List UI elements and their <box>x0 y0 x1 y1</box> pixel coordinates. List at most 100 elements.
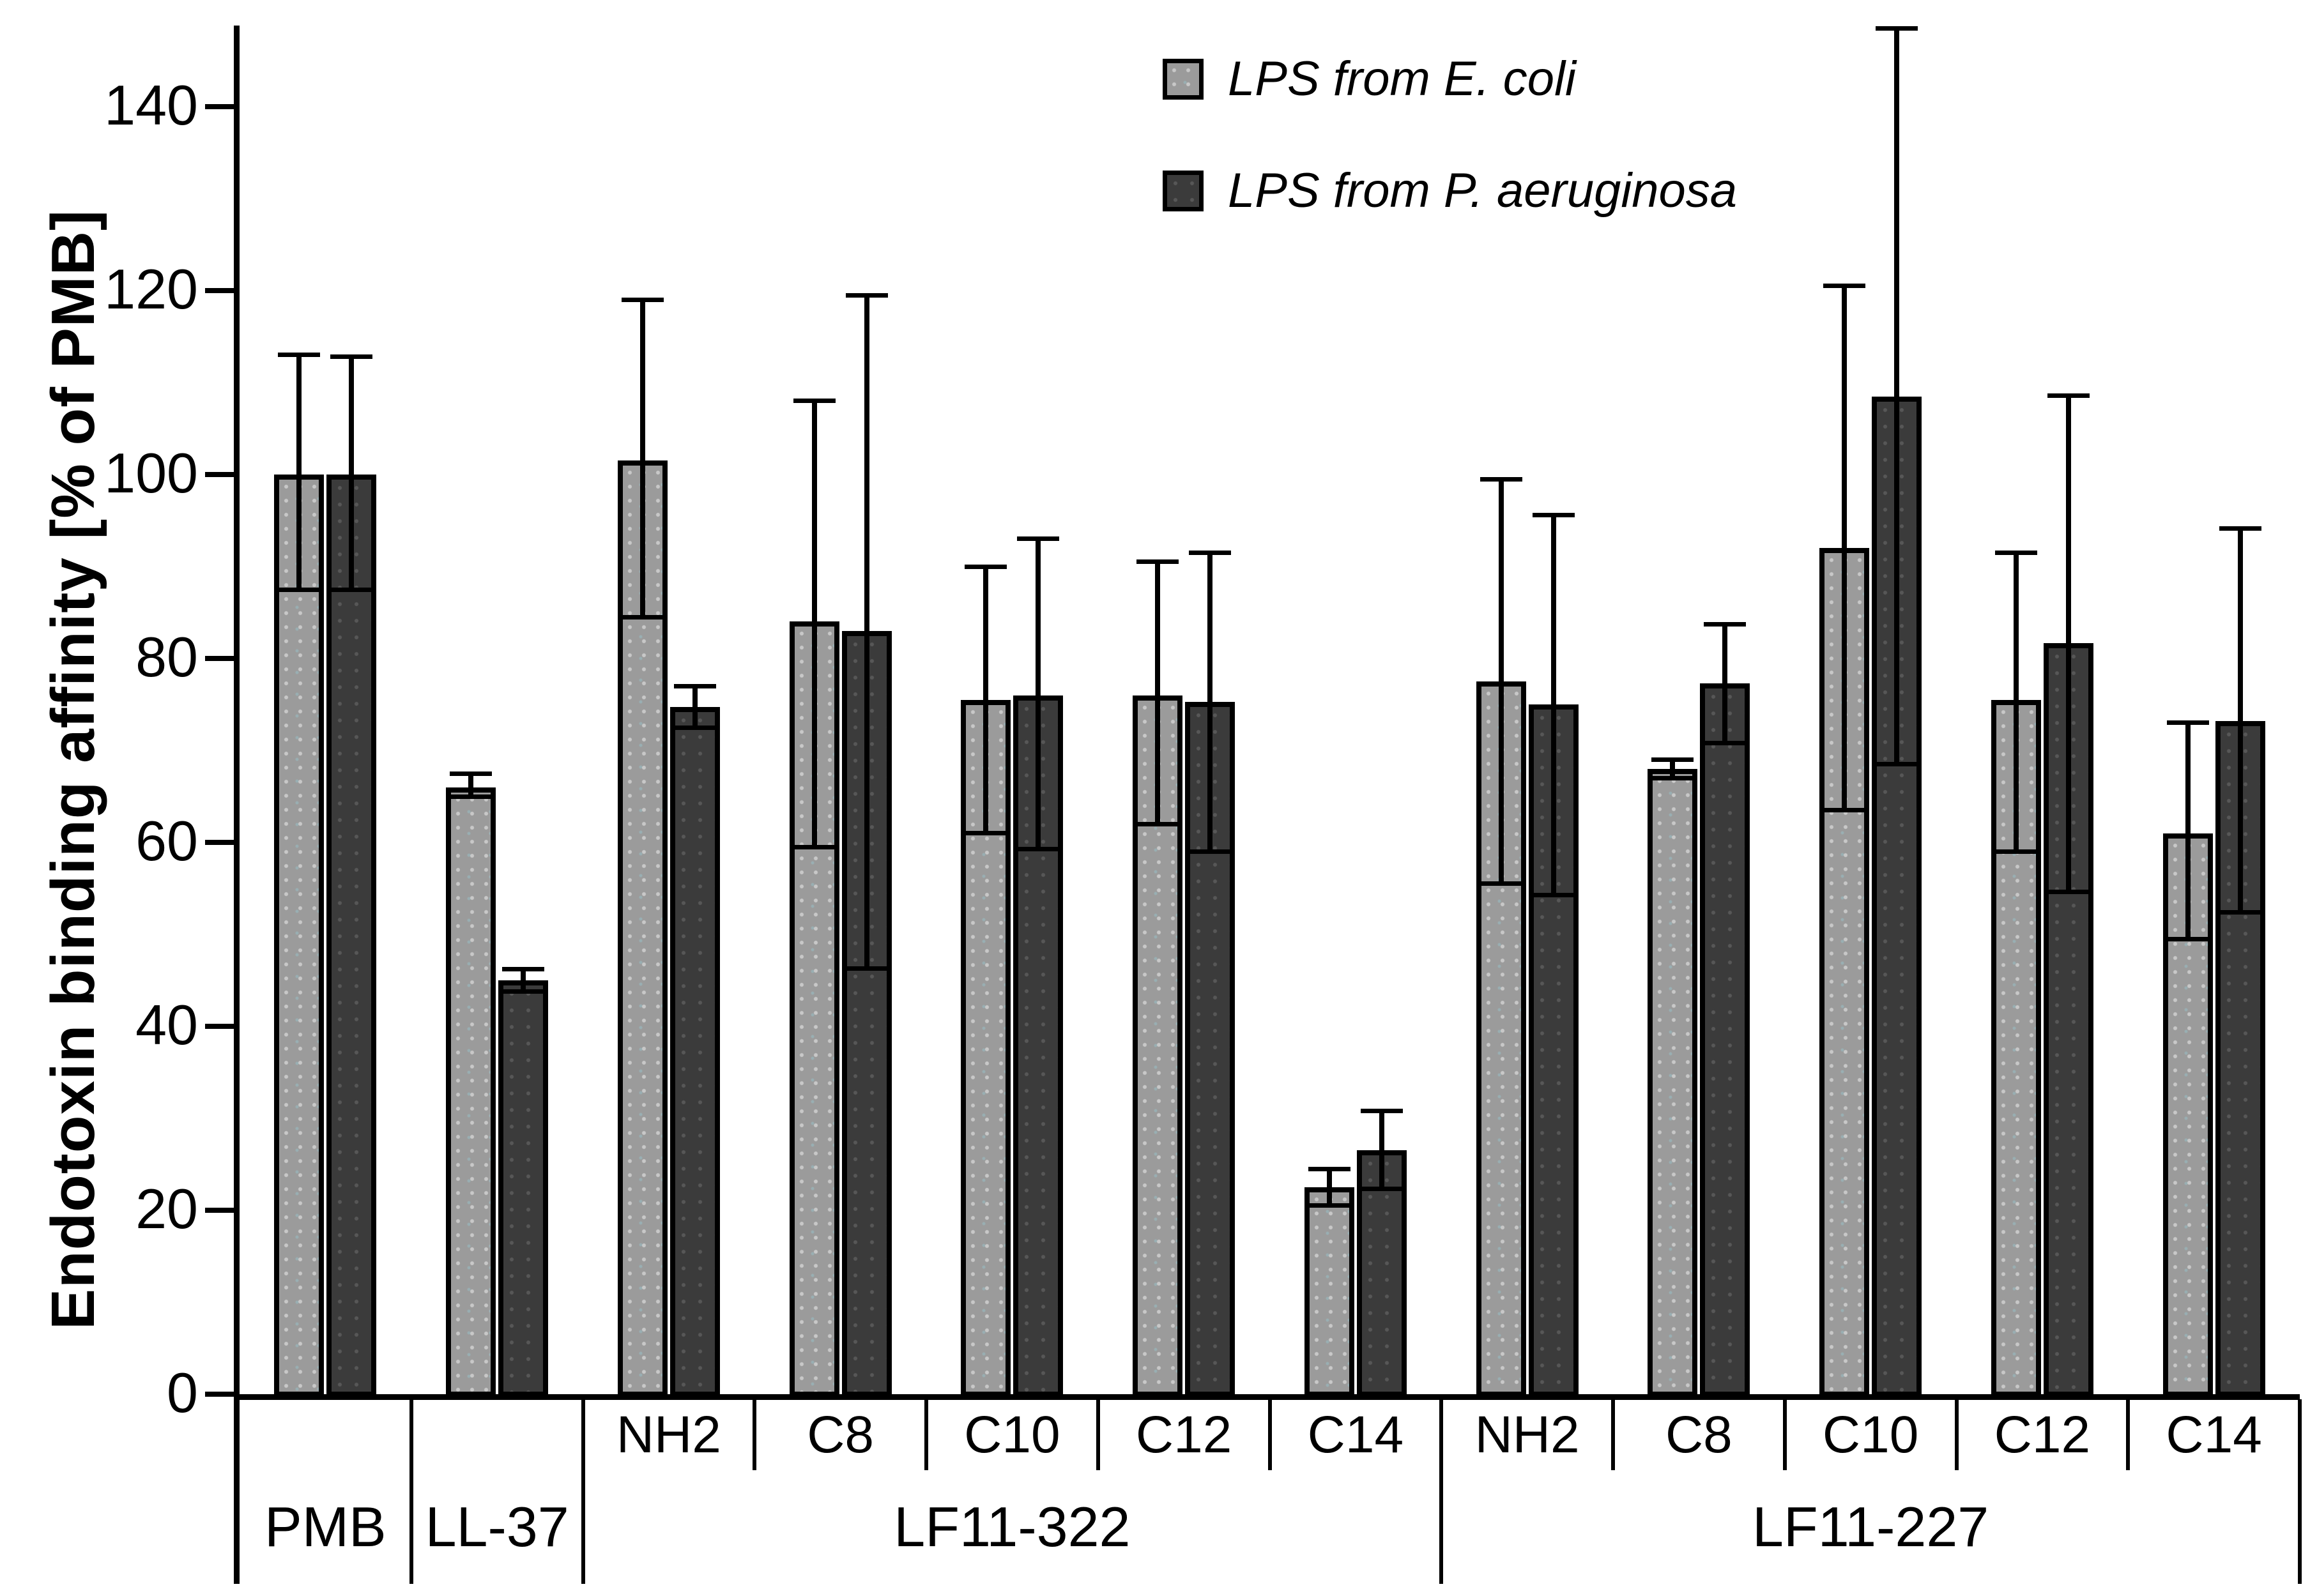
error-bar-cap-bottom <box>1876 762 1918 767</box>
y-tick-label: 60 <box>135 809 198 872</box>
group-separator <box>1439 1399 1444 1584</box>
error-bar-cap-top <box>1704 622 1747 627</box>
error-bar <box>1550 515 1556 895</box>
y-tick-label: 80 <box>135 625 198 688</box>
error-bar-cap-top <box>1308 1166 1350 1171</box>
error-bar <box>639 300 645 618</box>
category-label: C10 <box>964 1405 1060 1464</box>
y-tick-label: 40 <box>135 993 198 1056</box>
error-bar-cap-top <box>1823 284 1866 289</box>
y-tick-label: 100 <box>104 441 198 505</box>
bar-paeruginosa <box>1528 704 1579 1397</box>
bar-paeruginosa <box>498 980 549 1397</box>
error-bar <box>1842 285 1847 810</box>
y-tick <box>205 1392 234 1397</box>
error-bar-cap-bottom <box>450 794 493 799</box>
error-bar <box>349 356 355 589</box>
error-bar-cap-top <box>965 564 1007 569</box>
error-bar-cap-top <box>1189 550 1232 555</box>
error-bar-cap-bottom <box>1308 1203 1350 1208</box>
category-label: C8 <box>1665 1405 1732 1464</box>
category-label: C12 <box>1135 1405 1232 1464</box>
group-label: LF11-227 <box>1752 1495 1989 1558</box>
error-bar-cap-top <box>450 771 493 776</box>
legend-item-paeruginosa: LPS from P. aeruginosa <box>1163 163 1737 218</box>
error-bar-cap-top <box>793 399 836 404</box>
category-label: C14 <box>1307 1405 1404 1464</box>
error-bar-cap-top <box>1480 476 1522 482</box>
category-label: C8 <box>807 1405 875 1464</box>
bar-ecoli <box>274 475 325 1397</box>
error-bar-cap-bottom <box>1360 1187 1403 1192</box>
y-tick-label: 120 <box>104 257 198 321</box>
error-bar <box>1326 1169 1332 1206</box>
category-separator <box>924 1399 928 1470</box>
bar-paeruginosa <box>326 475 377 1397</box>
y-tick <box>205 288 234 293</box>
category-label: NH2 <box>616 1405 721 1464</box>
category-separator <box>2126 1399 2130 1470</box>
error-bar-cap-top <box>502 967 545 972</box>
category-separator <box>1954 1399 1959 1470</box>
group-separator <box>2298 1399 2302 1584</box>
y-tick-label: 140 <box>104 73 198 137</box>
error-bar-cap-bottom <box>1823 808 1866 813</box>
error-bar-cap-top <box>845 293 888 298</box>
error-bar <box>1155 561 1161 825</box>
category-separator <box>753 1399 757 1470</box>
error-bar-cap-top <box>2166 720 2209 726</box>
category-separator <box>1096 1399 1100 1470</box>
error-bar-cap-bottom <box>330 587 373 592</box>
error-bar-cap-bottom <box>1651 775 1694 780</box>
error-bar-cap-top <box>278 353 321 358</box>
error-bar-cap-top <box>1017 536 1060 542</box>
error-bar-cap-top <box>621 297 664 302</box>
y-tick <box>205 1024 234 1029</box>
error-bar-cap-bottom <box>1704 740 1747 745</box>
error-bar-cap-bottom <box>845 966 888 971</box>
legend-item-ecoli: LPS from E. coli <box>1163 51 1737 107</box>
y-tick <box>205 1208 234 1213</box>
error-bar-cap-bottom <box>2047 890 2090 895</box>
y-tick <box>205 656 234 661</box>
error-bar-cap-top <box>2219 526 2261 531</box>
category-label: NH2 <box>1474 1405 1580 1464</box>
group-label: LL-37 <box>425 1495 569 1558</box>
error-bar-cap-top <box>1532 512 1575 517</box>
legend-swatch-paeruginosa-icon <box>1163 170 1204 211</box>
error-bar <box>2013 552 2019 852</box>
error-bar-cap-top <box>330 354 373 360</box>
bar-paeruginosa <box>1013 695 1064 1397</box>
bar-ecoli <box>1648 768 1698 1397</box>
group-label: LF11-322 <box>894 1495 1131 1558</box>
error-bar <box>1498 479 1504 884</box>
category-label: C12 <box>1994 1405 2091 1464</box>
y-tick-label: 20 <box>135 1177 198 1240</box>
error-bar-cap-top <box>1651 757 1694 762</box>
error-bar-cap-top <box>1136 559 1179 565</box>
error-bar-cap-bottom <box>965 831 1007 836</box>
error-bar <box>692 686 698 727</box>
category-separator <box>1782 1399 1787 1470</box>
bar-paeruginosa <box>1356 1150 1407 1397</box>
error-bar <box>2185 722 2191 939</box>
group-separator <box>581 1399 585 1584</box>
y-axis-line <box>234 26 240 1584</box>
y-tick <box>205 840 234 845</box>
error-bar <box>1894 28 1900 764</box>
error-bar-cap-bottom <box>1136 821 1179 826</box>
error-bar <box>864 295 869 969</box>
category-separator <box>1267 1399 1272 1470</box>
error-bar <box>1036 538 1041 849</box>
error-bar <box>1722 624 1728 743</box>
category-label: C14 <box>2166 1405 2262 1464</box>
error-bar <box>811 400 817 847</box>
error-bar-cap-bottom <box>2219 909 2261 915</box>
error-bar-cap-bottom <box>1480 881 1522 886</box>
bar-paeruginosa <box>669 707 720 1397</box>
y-tick <box>205 472 234 477</box>
bar-paeruginosa <box>1185 701 1235 1397</box>
error-bar-cap-top <box>1876 26 1918 31</box>
error-bar <box>1670 759 1676 779</box>
